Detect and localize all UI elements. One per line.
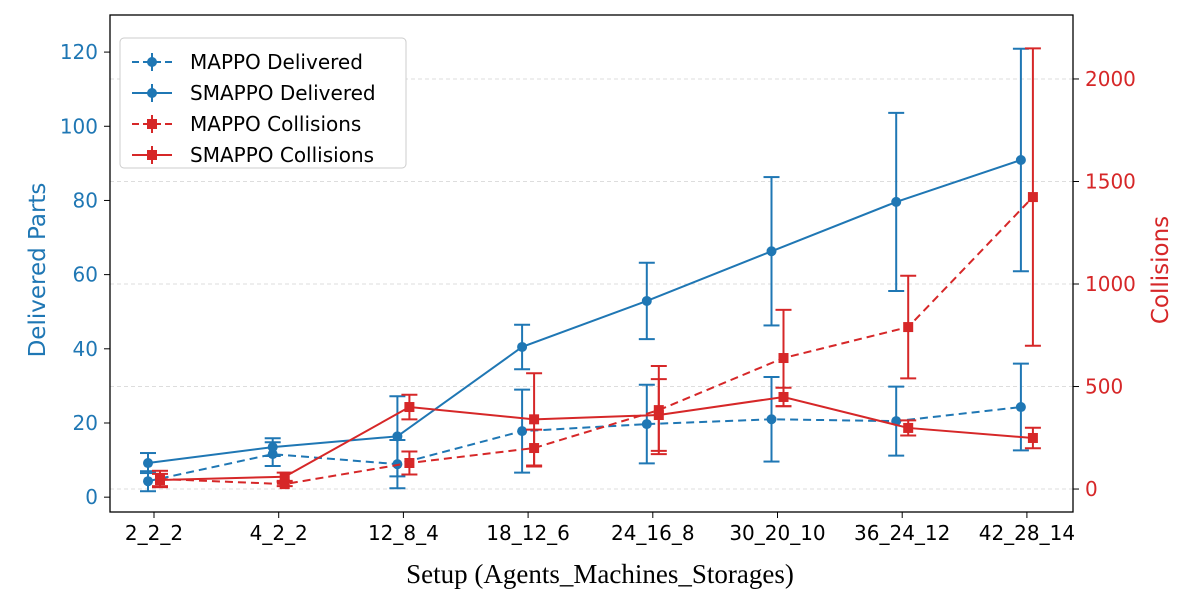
series-mappo-delivered: [140, 362, 1029, 493]
data-point: [1027, 192, 1038, 203]
data-point: [529, 414, 540, 425]
x-tick-label: 42_28_14: [979, 521, 1075, 545]
legend-item: MAPPO Collisions: [132, 112, 361, 136]
legend-item: SMAPPO Delivered: [132, 81, 376, 105]
data-point: [143, 458, 153, 469]
data-point: [392, 431, 403, 442]
x-axis-label: Setup (Agents_Machines_Storages): [406, 559, 794, 589]
data-point: [279, 471, 290, 482]
legend-label: SMAPPO Collisions: [190, 143, 374, 167]
data-point: [766, 246, 777, 257]
legend-item: MAPPO Delivered: [132, 50, 363, 74]
legend-marker: [147, 88, 157, 98]
data-point: [1015, 402, 1026, 413]
y-tick-label-right: 0: [1085, 477, 1098, 501]
data-point: [903, 322, 914, 333]
y-tick-label-right: 1000: [1085, 272, 1136, 296]
legend-marker: [147, 119, 157, 129]
data-point: [155, 475, 165, 486]
series-line: [159, 395, 1033, 482]
y-tick-label-left: 20: [73, 411, 98, 435]
y-tick-label-left: 60: [73, 263, 98, 287]
legend-label: SMAPPO Delivered: [190, 81, 376, 105]
data-point: [143, 476, 153, 487]
legend-marker: [147, 150, 157, 160]
x-tick-label: 2_2_2: [125, 521, 183, 545]
y-tick-label-right: 500: [1085, 375, 1123, 399]
y-tick-label-left: 100: [60, 114, 98, 138]
legend-item: SMAPPO Collisions: [132, 143, 374, 167]
legend-box: [119, 37, 407, 169]
data-point: [641, 419, 652, 430]
y-axis-label-right: Collisions: [1148, 216, 1174, 324]
series-layer: [140, 47, 1041, 493]
data-point: [517, 426, 528, 437]
series-line: [159, 196, 1034, 486]
legend-marker: [147, 57, 157, 67]
legend: MAPPO Delivered SMAPPO Delivered MAPPO Col…: [119, 37, 407, 169]
y-tick-label-left: 40: [73, 337, 98, 361]
data-point: [903, 422, 914, 433]
y-tick-label-right: 2000: [1085, 67, 1136, 91]
x-tick-label: 24_16_8: [611, 521, 695, 545]
series-smappo-collisions: [152, 372, 1041, 488]
data-point: [778, 391, 789, 402]
y-tick-label-left: 120: [60, 40, 98, 64]
legend-label: MAPPO Delivered: [190, 50, 363, 74]
data-point: [653, 410, 664, 421]
data-point: [404, 457, 415, 468]
ticks: 0 500 1000 1500 2000 0 20 40 60 80 100 120 2_2_2 4_2_…: [60, 40, 1136, 545]
series-smappo-delivered: [140, 47, 1029, 478]
x-tick-label: 30_20_10: [729, 521, 825, 545]
legend-label: MAPPO Collisions: [190, 112, 361, 136]
series-line: [147, 159, 1022, 465]
x-tick-label: 4_2_2: [250, 521, 308, 545]
y-tick-label-right: 1500: [1085, 169, 1136, 193]
plot-frame: [109, 14, 1074, 513]
data-point: [517, 341, 528, 352]
data-point: [766, 414, 777, 425]
data-point: [641, 295, 652, 306]
data-point: [404, 402, 415, 413]
y-tick-label-left: 80: [73, 188, 98, 212]
data-point: [778, 353, 789, 364]
x-tick-label: 12_8_4: [368, 521, 439, 545]
y-tick-label-left: 0: [85, 485, 98, 509]
x-tick-label: 18_12_6: [486, 521, 570, 545]
data-point: [267, 442, 278, 453]
data-point: [1015, 155, 1026, 166]
data-point: [279, 479, 290, 490]
x-tick-label: 36_24_12: [854, 521, 950, 545]
data-point: [891, 196, 902, 207]
y-axis-label-left: Delivered Parts: [25, 183, 51, 358]
data-point: [1027, 432, 1038, 443]
